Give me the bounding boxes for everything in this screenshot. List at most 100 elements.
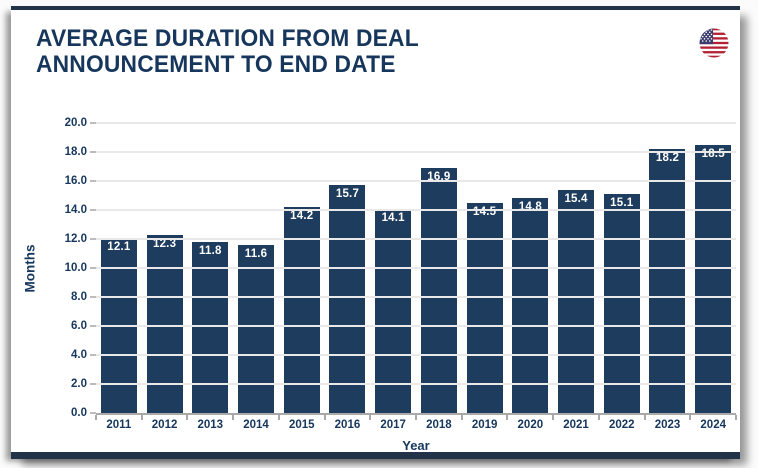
gridline — [96, 238, 736, 240]
x-tick — [140, 415, 143, 420]
y-tick-label: 0.0 — [71, 407, 87, 419]
x-tick — [186, 415, 189, 420]
x-tick — [232, 415, 235, 420]
bar-2015: 14.2 — [283, 207, 320, 413]
x-tick — [369, 415, 372, 420]
x-tick — [643, 415, 646, 420]
y-tick-label: 20.0 — [64, 117, 87, 129]
page-title-line-1: AVERAGE DURATION FROM DEAL — [36, 25, 419, 52]
bar-slot: 18.5 — [690, 123, 736, 413]
bar-value-label: 15.4 — [564, 192, 588, 205]
page-title: AVERAGE DURATION FROM DEAL ANNOUNCEMENT … — [36, 26, 419, 78]
bar-slot: 15.4 — [553, 123, 599, 413]
x-tick — [689, 415, 692, 420]
year-label: 2011 — [106, 419, 132, 431]
bar-value-label: 18.5 — [701, 147, 725, 160]
bar-2016: 15.7 — [329, 185, 366, 413]
y-tick — [90, 267, 96, 269]
gridline — [96, 122, 736, 124]
gridline — [96, 296, 736, 298]
y-tick-label: 6.0 — [71, 320, 87, 332]
bar-value-label: 12.1 — [107, 240, 131, 253]
year-label: 2012 — [151, 419, 178, 431]
page-title-line-2: ANNOUNCEMENT TO END DATE — [36, 51, 396, 78]
bar-value-label: 16.9 — [427, 170, 451, 183]
bar-value-label: 11.6 — [244, 247, 268, 260]
y-tick — [90, 238, 96, 240]
y-tick-label: 2.0 — [71, 378, 87, 390]
year-label: 2024 — [700, 419, 726, 431]
bar-value-label: 14.2 — [290, 210, 314, 223]
y-axis-labels: 0.0 2.0 4.0 6.0 8.0 10.0 12.0 14.0 16.0 18.0 20.0 — [11, 117, 87, 419]
y-tick — [90, 122, 96, 124]
bar-value-label: 12.3 — [152, 237, 177, 250]
bar-slot: 14.1 — [370, 123, 416, 413]
year-label: 2019 — [471, 419, 498, 431]
y-tick-label: 12.0 — [64, 233, 87, 245]
x-axis-ticks — [95, 415, 737, 421]
bar-value-label: 18.2 — [655, 152, 680, 165]
bar-slot: 14.8 — [507, 123, 553, 413]
bar-2012: 12.3 — [146, 234, 183, 413]
bar-2019: 14.5 — [466, 202, 503, 413]
bar-slot: 15.1 — [599, 123, 645, 413]
year-label: 2013 — [197, 419, 224, 431]
x-axis-title: Year — [402, 438, 430, 453]
x-axis-labels: 2011 2012 2013 2014 2015 2016 2017 2018 2019 2020… — [96, 419, 736, 431]
bar-value-label: 14.8 — [518, 201, 542, 214]
bar-value-label: 15.1 — [610, 197, 634, 210]
y-tick — [90, 412, 96, 414]
year-label: 2018 — [426, 419, 452, 431]
y-tick — [90, 325, 96, 327]
y-tick — [90, 296, 96, 298]
year-label: 2023 — [654, 419, 681, 431]
x-tick — [597, 415, 600, 420]
bar-2017: 14.1 — [375, 208, 412, 413]
plot-area: 12.1 12.3 11.8 11.6 14.2 15.7 14.1 16.9 14.5 14.8… — [90, 122, 736, 415]
y-tick — [90, 209, 96, 211]
bar-value-label: 11.8 — [199, 244, 222, 257]
year-label: 2017 — [380, 419, 406, 431]
bar-slot: 14.2 — [279, 123, 325, 413]
bar-slot: 14.5 — [462, 123, 508, 413]
bar-2020: 14.8 — [512, 198, 549, 413]
year-label: 2020 — [517, 419, 544, 431]
gridline — [96, 383, 736, 385]
y-tick — [90, 151, 96, 153]
bar-2021: 15.4 — [558, 189, 595, 413]
us-flag-icon — [699, 28, 729, 58]
y-tick-label: 8.0 — [71, 291, 87, 303]
x-tick — [552, 415, 555, 420]
y-tick — [90, 354, 96, 356]
bar-value-label: 14.5 — [473, 205, 497, 218]
y-tick-label: 10.0 — [64, 262, 87, 274]
gridline — [96, 354, 736, 356]
y-tick-label: 14.0 — [64, 204, 87, 216]
year-label: 2015 — [288, 419, 315, 431]
gridline — [96, 267, 736, 269]
y-tick — [90, 383, 96, 385]
x-tick — [323, 415, 326, 420]
x-tick — [506, 415, 509, 420]
x-tick — [95, 415, 97, 420]
x-tick — [735, 415, 737, 420]
bar-slot: 18.2 — [645, 123, 691, 413]
bar-2024: 18.5 — [695, 144, 732, 413]
x-tick — [277, 415, 280, 420]
year-label: 2021 — [563, 419, 589, 431]
bar-slot: 15.7 — [325, 123, 371, 413]
gridline — [96, 151, 736, 153]
x-tick — [415, 415, 417, 420]
gridline — [96, 180, 736, 182]
slide: AVERAGE DURATION FROM DEAL ANNOUNCEMENT … — [11, 6, 740, 459]
year-label: 2022 — [608, 419, 635, 431]
bar-value-label: 15.7 — [335, 188, 360, 201]
gridline — [96, 325, 736, 327]
bar-2018: 16.9 — [420, 167, 457, 413]
y-tick-label: 4.0 — [71, 349, 87, 361]
y-tick-label: 18.0 — [64, 146, 87, 158]
y-tick-label: 16.0 — [64, 175, 87, 187]
year-label: 2016 — [334, 419, 361, 431]
gridline — [96, 209, 736, 211]
bar-2023: 18.2 — [649, 149, 686, 413]
